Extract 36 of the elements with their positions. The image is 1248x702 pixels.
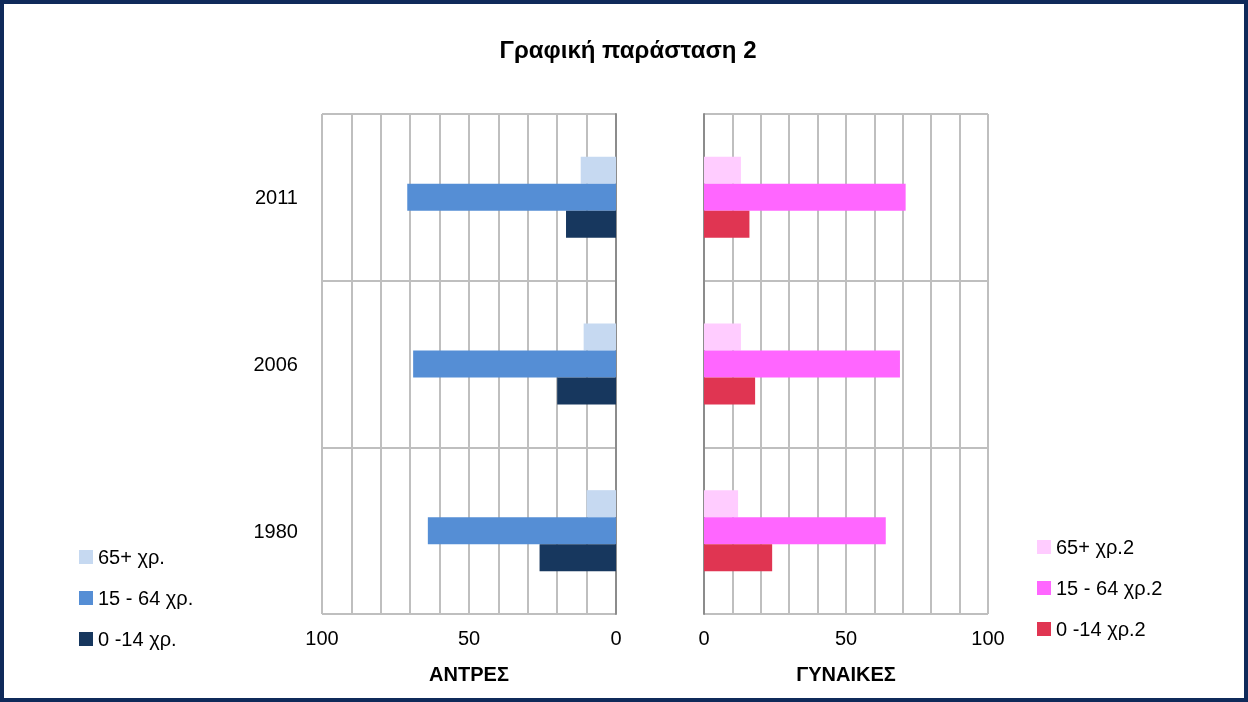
legend-label: 15 - 64 χρ. (98, 587, 194, 609)
x-tick-label: 0 (610, 627, 622, 649)
legend-label: 65+ χρ.2 (1056, 536, 1135, 558)
x-axis-title: ΑΝΤΡΕΣ (429, 663, 509, 685)
bar (407, 183, 616, 211)
x-axis-title: ΓΥΝΑΙΚΕΣ (796, 663, 896, 685)
bar (704, 323, 741, 351)
bar (580, 156, 616, 184)
legend-label: 0 -14 χρ. (98, 628, 177, 650)
bar (413, 350, 616, 378)
y-tick-label: 2006 (253, 353, 298, 375)
legend-label: 65+ χρ. (98, 546, 165, 568)
bar (704, 156, 741, 184)
bar (704, 210, 750, 238)
x-tick-label: 50 (457, 627, 481, 649)
bar (539, 544, 616, 572)
bar (566, 210, 616, 238)
legend-label: 0 -14 χρ.2 (1056, 618, 1146, 640)
bar (557, 377, 616, 405)
legend-label: 15 - 64 χρ.2 (1056, 577, 1163, 599)
bar (704, 517, 886, 545)
bar (704, 490, 739, 518)
bar (704, 544, 773, 572)
bar (586, 490, 616, 518)
bar (427, 517, 616, 545)
bar (704, 377, 756, 405)
x-tick-label: 50 (834, 627, 858, 649)
y-tick-label: 2011 (254, 186, 298, 209)
bar (704, 350, 900, 378)
x-tick-label: 100 (971, 627, 1005, 649)
bar (704, 183, 906, 211)
chart-title: Γραφική παράσταση 2 (499, 35, 757, 63)
bar (583, 323, 616, 351)
y-tick-label: 1980 (253, 519, 298, 542)
x-tick-label: 100 (305, 627, 339, 649)
x-tick-label: 0 (698, 627, 710, 649)
